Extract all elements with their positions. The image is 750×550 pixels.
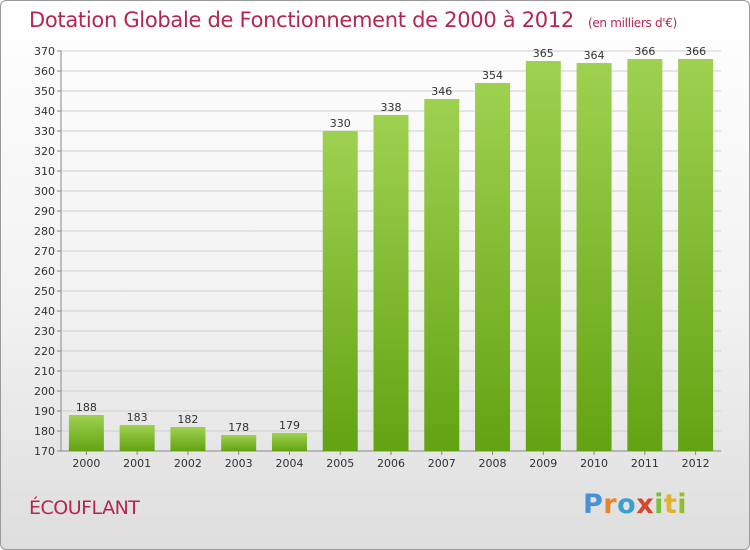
data-label: 338 [381, 101, 402, 114]
chart-title: Dotation Globale de Fonctionnement de 20… [29, 8, 677, 32]
commune-name: ÉCOUFLANT [29, 497, 140, 519]
y-tick-label: 320 [34, 145, 55, 158]
y-tick-label: 300 [34, 185, 55, 198]
y-tick-label: 210 [34, 365, 55, 378]
y-tick-label: 340 [34, 105, 55, 118]
y-tick-label: 350 [34, 85, 55, 98]
data-label: 364 [584, 49, 605, 62]
bar [525, 61, 561, 451]
data-labels: 188 183 182 178 179 330 338 346 354 365 364 366 366 [76, 45, 706, 434]
y-tick-label: 240 [34, 305, 55, 318]
x-tick-label: 2011 [631, 457, 659, 470]
y-tick-label: 250 [34, 285, 55, 298]
proxiti-logo[interactable]: Proxiti [583, 489, 687, 520]
bar [424, 99, 460, 451]
data-label: 365 [533, 47, 554, 60]
data-label: 346 [431, 85, 452, 98]
x-tick-label: 2001 [123, 457, 151, 470]
bar [373, 115, 409, 451]
x-tick-label: 2002 [174, 457, 202, 470]
data-label: 354 [482, 69, 503, 82]
y-tick-label: 370 [34, 45, 55, 58]
title-text: Dotation Globale de Fonctionnement de 20… [29, 8, 574, 32]
y-tick-label: 360 [34, 65, 55, 78]
y-tick-label: 180 [34, 425, 55, 438]
x-tick-label: 2012 [682, 457, 710, 470]
bar [170, 427, 206, 451]
data-label: 178 [228, 421, 249, 434]
logo-letter: x [636, 489, 655, 520]
x-tick-label: 2006 [377, 457, 405, 470]
logo-letter: r [603, 489, 618, 520]
logo-letter: o [617, 489, 637, 520]
y-tick-label: 310 [34, 165, 55, 178]
data-label: 182 [177, 413, 198, 426]
logo-letter: t [663, 489, 678, 520]
y-tick-label: 280 [34, 225, 55, 238]
data-label: 188 [76, 401, 97, 414]
data-label: 366 [634, 45, 655, 58]
y-tick-label: 220 [34, 345, 55, 358]
bar [119, 425, 155, 451]
unit-subtitle: (en milliers d'€) [587, 16, 677, 30]
bar [322, 131, 358, 451]
bar [68, 415, 104, 451]
data-label: 179 [279, 419, 300, 432]
data-label: 366 [685, 45, 706, 58]
x-tick-label: 2010 [580, 457, 608, 470]
logo-letter: P [583, 489, 604, 520]
bars [68, 59, 714, 451]
y-tick-label: 200 [34, 385, 55, 398]
data-label: 183 [127, 411, 148, 424]
x-tick-label: 2000 [72, 457, 100, 470]
bar [271, 433, 307, 451]
bar [475, 83, 511, 451]
y-tick-label: 260 [34, 265, 55, 278]
y-tick-label: 290 [34, 205, 55, 218]
y-tick-label: 330 [34, 125, 55, 138]
y-tick-label: 190 [34, 405, 55, 418]
x-tick-label: 2003 [225, 457, 253, 470]
bar [221, 435, 257, 451]
bar [576, 63, 612, 451]
data-label: 330 [330, 117, 351, 130]
logo-letter: i [677, 489, 688, 520]
y-tick-label: 270 [34, 245, 55, 258]
bar [627, 59, 663, 451]
x-tick-label: 2005 [326, 457, 354, 470]
x-tick-label: 2004 [275, 457, 303, 470]
logo-letter: i [654, 489, 664, 520]
y-tick-label: 170 [34, 445, 55, 458]
x-tick-label: 2007 [428, 457, 456, 470]
x-tick-label: 2009 [529, 457, 557, 470]
y-tick-label: 230 [34, 325, 55, 338]
x-tick-label: 2008 [479, 457, 507, 470]
bar [678, 59, 714, 451]
